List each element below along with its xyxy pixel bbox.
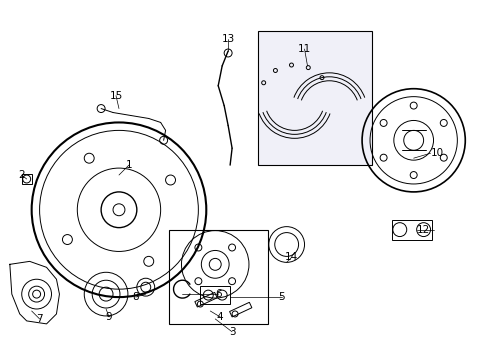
Text: 6: 6 [214, 289, 221, 299]
Text: 14: 14 [285, 252, 298, 262]
Bar [200, 286, 230, 304]
Text: 4: 4 [217, 312, 223, 322]
Bar [21, 174, 32, 184]
Text: 5: 5 [278, 292, 285, 302]
Text: 7: 7 [36, 314, 43, 324]
Bar [229, 302, 251, 317]
Text: 8: 8 [132, 292, 139, 302]
Text: 3: 3 [228, 327, 235, 337]
Bar [391, 220, 431, 239]
Text: 1: 1 [125, 160, 132, 170]
Bar [168, 230, 267, 324]
Text: 10: 10 [429, 148, 443, 158]
Text: 15: 15 [109, 91, 122, 101]
Text: 2: 2 [19, 170, 25, 180]
Text: 13: 13 [221, 34, 234, 44]
Bar [194, 292, 217, 307]
Text: 12: 12 [416, 225, 429, 235]
Text: 11: 11 [297, 44, 310, 54]
Text: 9: 9 [105, 312, 112, 322]
Bar [257, 31, 371, 165]
